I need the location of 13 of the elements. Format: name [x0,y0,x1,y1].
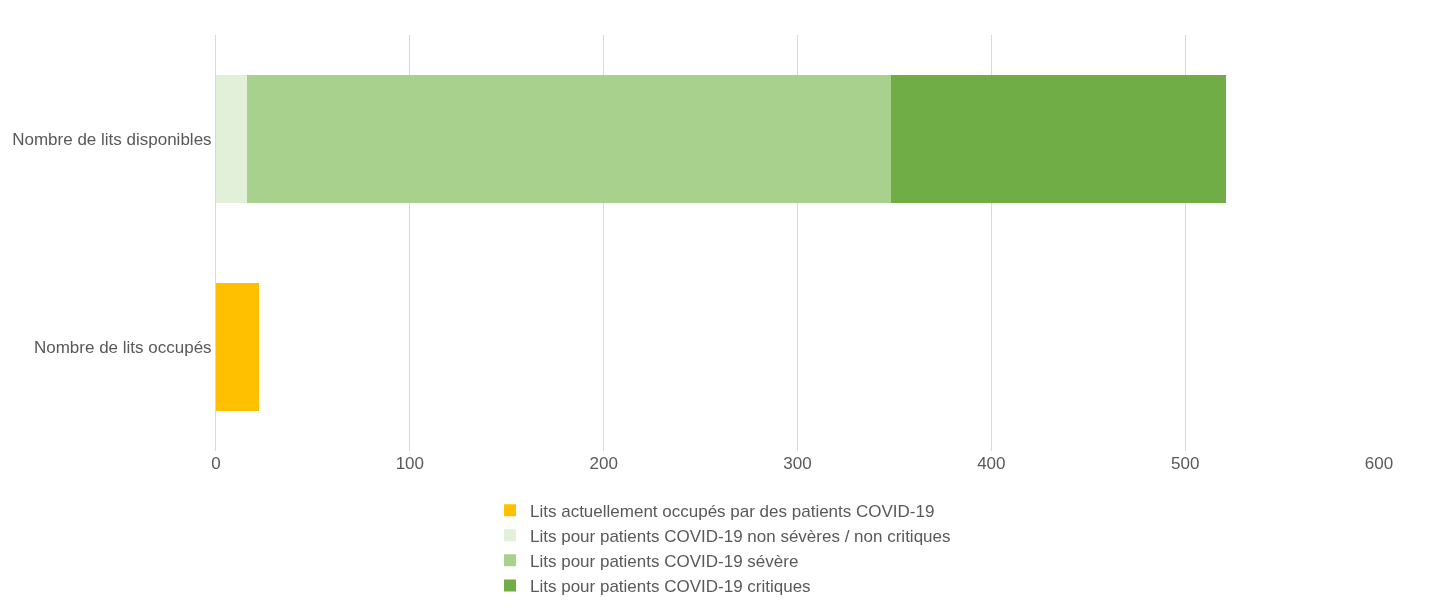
x-tick-label: 500 [1170,454,1200,473]
legend-label: Lits pour patients COVID-19 sévère [530,551,799,571]
x-tick-label: 300 [783,454,812,473]
x-tick-label: 0 [211,454,221,473]
x-tick-label: 100 [395,454,425,473]
y-tick-label: Nombre de lits occupés [33,337,212,357]
legend-label: Lits pour patients COVID-19 non sévères / non critiques [530,526,951,546]
x-tick-label: 600 [1364,454,1394,473]
x-tick-label: 200 [589,454,618,473]
x-tick-label: 400 [977,454,1006,473]
y-tick-label: Nombre de lits disponibles [12,129,212,149]
legend-label: Lits pour patients COVID-19 critiques [530,577,811,597]
legend-label: Lits actuellement occupés par des patients COVID-19 [530,501,935,521]
